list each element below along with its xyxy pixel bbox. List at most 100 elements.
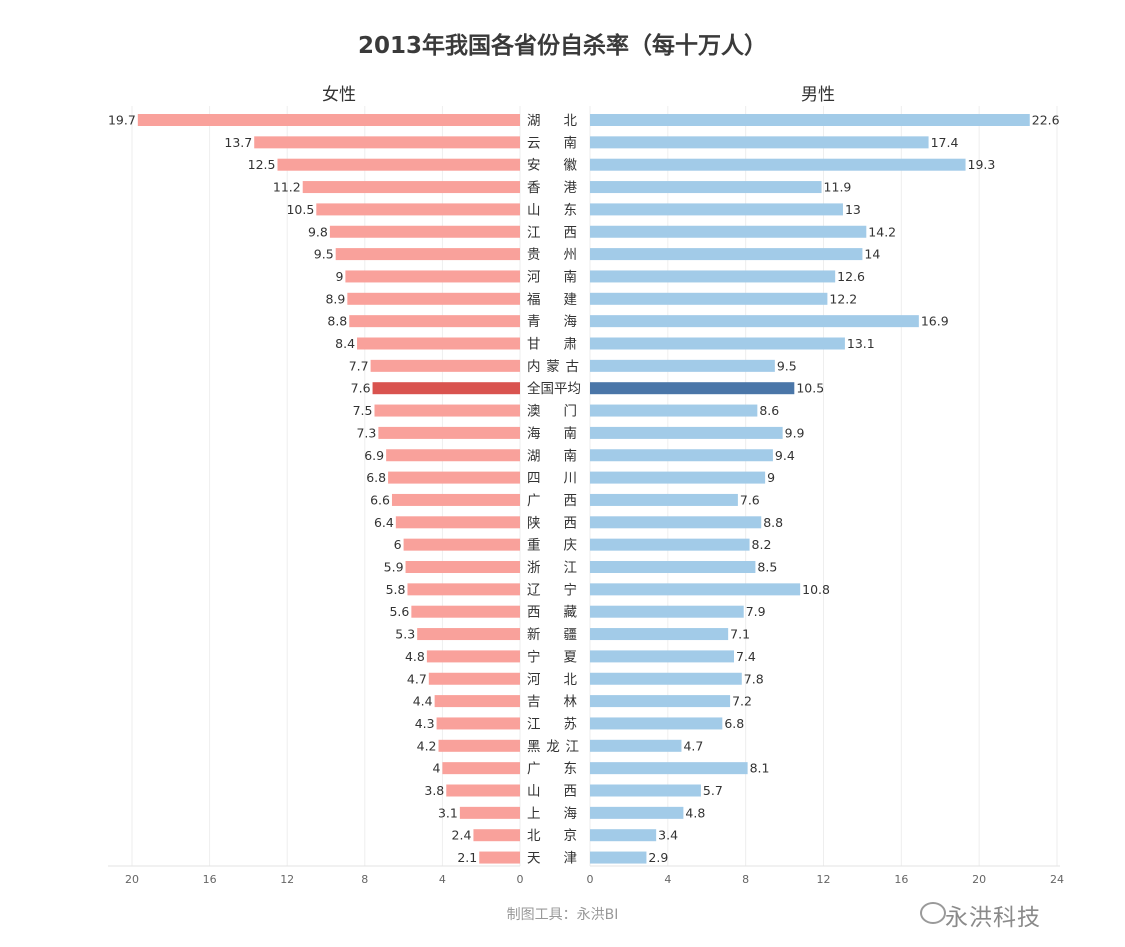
category-label: 香 港 [527,180,578,196]
female-value-label: 4.8 [405,649,425,664]
x-tick-label: 8 [361,873,368,886]
male-bar [590,806,684,819]
female-value-label: 12.5 [248,157,276,172]
male-bar [590,248,863,261]
female-value-label: 5.8 [386,582,406,597]
male-value-label: 22.6 [1032,113,1060,128]
male-value-label: 13 [845,202,861,217]
female-bar [434,695,520,708]
female-value-label: 7.6 [351,381,371,396]
male-value-label: 7.2 [732,694,752,709]
category-label: 云 南 [527,135,577,151]
male-bar [590,181,822,194]
x-tick-label: 20 [972,873,986,886]
female-value-label: 8.8 [327,314,347,329]
female-value-label: 8.4 [335,336,355,351]
female-value-label: 11.2 [273,180,301,195]
male-bar [590,449,773,462]
category-label: 上 海 [527,806,577,822]
male-value-label: 12.2 [829,291,857,306]
x-tick-label: 16 [894,873,908,886]
male-value-label: 8.6 [759,403,779,418]
male-value-label: 12.6 [837,269,865,284]
category-label: 吉 林 [527,694,578,710]
category-label: 四 川 [527,471,577,487]
male-bar [590,315,919,328]
category-label: 江 西 [527,225,577,241]
x-tick-label: 20 [125,873,139,886]
category-label: 重 庆 [527,538,577,554]
category-label: 辽 宁 [527,581,577,598]
female-bar [436,717,520,730]
male-value-label: 8.1 [750,761,770,776]
category-label: 西 藏 [527,605,578,621]
category-label: 安 徽 [527,158,578,174]
female-bar [378,426,520,439]
category-label: 福 建 [527,292,577,308]
male-value-label: 9 [767,470,775,485]
female-bar [438,739,520,752]
male-bar [590,672,742,685]
category-label: 新 疆 [527,627,577,643]
female-bar [388,471,520,484]
male-value-label: 10.5 [796,381,824,396]
female-bar [428,672,520,685]
category-label: 北 京 [527,828,577,844]
male-value-label: 17.4 [931,135,959,150]
male-value-label: 8.8 [763,515,783,530]
male-bar [590,382,795,395]
male-value-label: 7.6 [740,492,760,507]
male-panel-title: 男性 [801,85,835,105]
x-tick-label: 4 [439,873,446,886]
male-value-label: 8.2 [752,537,772,552]
male-value-label: 6.8 [724,716,744,731]
female-bar [391,493,520,506]
male-bar [590,270,836,283]
female-value-label: 7.3 [356,425,376,440]
female-bar [407,583,520,596]
category-label: 山 西 [527,784,577,800]
female-value-label: 7.5 [353,403,373,418]
female-value-label: 2.1 [457,850,477,865]
male-bar [590,136,929,149]
female-value-label: 4.4 [413,694,433,709]
female-value-label: 8.9 [325,291,345,306]
male-bar [590,158,966,171]
x-tick-label: 24 [1050,873,1064,886]
male-bar [590,493,738,506]
category-label: 黑龙江 [527,739,579,755]
male-value-label: 16.9 [921,314,949,329]
x-tick-label: 0 [587,873,594,886]
male-bar [590,695,731,708]
category-label: 青 海 [527,314,577,330]
female-bar [370,359,520,372]
female-bar [442,762,520,775]
category-label: 广 西 [527,493,577,509]
female-bar [417,628,520,641]
female-bar [347,292,520,305]
footer-credit: 制图工具：永洪BI [506,907,619,923]
female-value-label: 5.3 [395,627,415,642]
female-bar [405,561,520,573]
male-value-label: 14.2 [868,224,896,239]
male-bar [590,203,843,216]
female-bar [403,538,520,551]
female-value-label: 4.3 [415,716,435,731]
category-label: 山 东 [527,202,577,218]
male-bar [590,851,647,864]
female-value-label: 9.5 [314,247,334,262]
male-value-label: 7.1 [730,627,750,642]
male-bar [590,829,657,842]
female-value-label: 4 [432,761,440,776]
category-label: 河 北 [527,672,578,688]
female-value-label: 6.4 [374,515,394,530]
male-value-label: 2.9 [648,850,668,865]
male-value-label: 10.8 [802,582,830,597]
male-value-label: 4.7 [683,738,703,753]
category-label: 天 津 [527,851,577,867]
female-value-label: 4.2 [417,738,437,753]
male-value-label: 9.9 [785,425,805,440]
male-value-label: 7.9 [746,604,766,619]
x-tick-label: 12 [817,873,831,886]
